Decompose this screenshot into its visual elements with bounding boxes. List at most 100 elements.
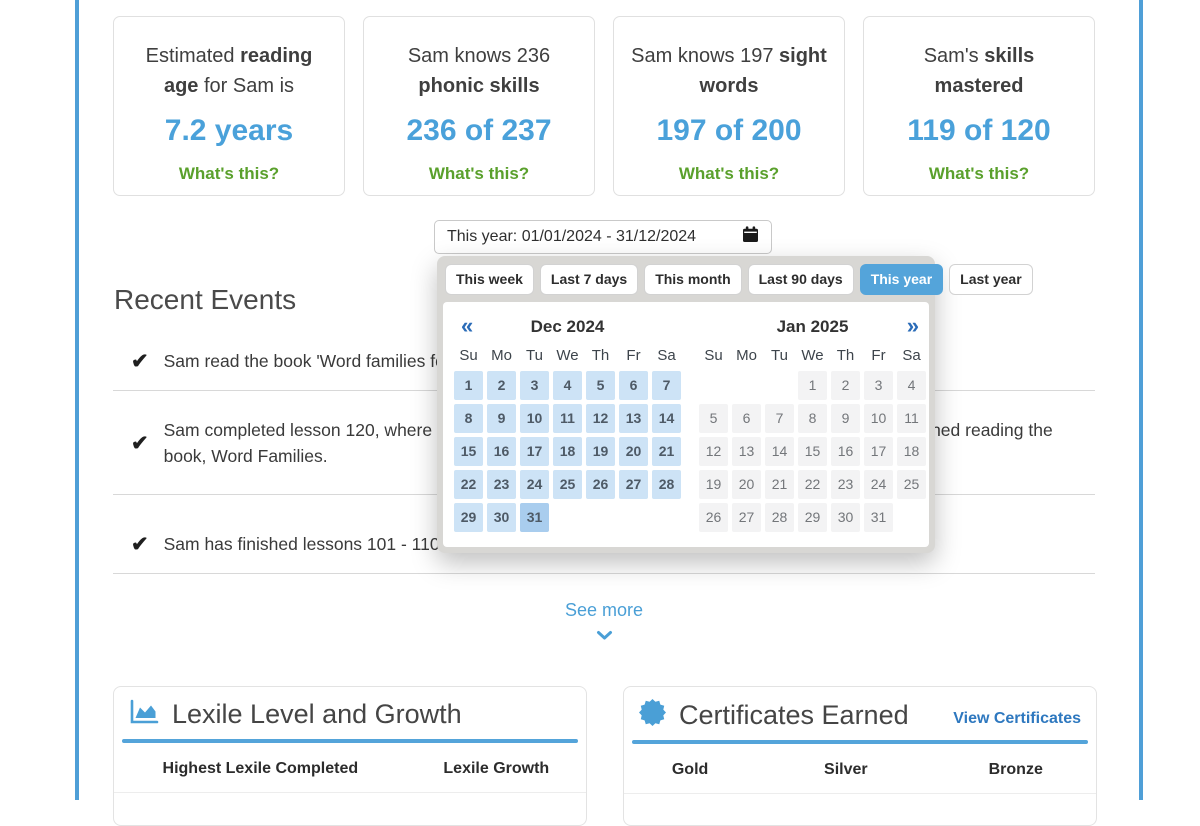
day-cell[interactable]: 15 xyxy=(798,437,827,466)
day-cell[interactable]: 10 xyxy=(520,404,549,433)
calendar-month-jan-2025: Jan 2025» Su Mo Tu We Th Fr Sa 1 2 3 4 5 6 7 8 9 10 11 12 13… xyxy=(697,312,928,532)
day-cell[interactable]: 20 xyxy=(732,470,761,499)
day-cell[interactable]: 20 xyxy=(619,437,648,466)
day-cell[interactable]: 24 xyxy=(864,470,893,499)
lexile-card-header: Lexile Level and Growth xyxy=(114,687,586,739)
day-cell[interactable]: 7 xyxy=(765,404,794,433)
day-cell[interactable]: 4 xyxy=(553,371,582,400)
day-cell[interactable]: 8 xyxy=(798,404,827,433)
day-cell[interactable]: 18 xyxy=(897,437,926,466)
day-cell[interactable]: 8 xyxy=(454,404,483,433)
whats-this-link[interactable]: What's this? xyxy=(428,164,530,183)
day-cell[interactable]: 16 xyxy=(487,437,516,466)
stat-card-phonic-skills: Sam knows 236 phonic skills 236 of 237 W… xyxy=(363,16,595,196)
day-cell[interactable]: 27 xyxy=(732,503,761,532)
day-cell[interactable]: 1 xyxy=(798,371,827,400)
divider-rule xyxy=(632,740,1088,744)
day-cell[interactable]: 11 xyxy=(553,404,582,433)
day-cell[interactable]: 26 xyxy=(699,503,728,532)
chevron-down-icon[interactable] xyxy=(113,628,1095,646)
day-cell[interactable]: 12 xyxy=(586,404,615,433)
month-title: Jan 2025 xyxy=(776,317,849,336)
day-cell[interactable]: 14 xyxy=(765,437,794,466)
calendar-icon[interactable] xyxy=(742,226,759,248)
preset-last-7-days[interactable]: Last 7 days xyxy=(539,264,639,295)
day-cell[interactable]: 14 xyxy=(652,404,681,433)
day-cell[interactable]: 2 xyxy=(487,371,516,400)
day-cell[interactable]: 4 xyxy=(897,371,926,400)
day-cell[interactable]: 22 xyxy=(798,470,827,499)
date-range-value: This year: 01/01/2024 - 31/12/2024 xyxy=(447,228,697,245)
day-cell[interactable]: 23 xyxy=(831,470,860,499)
see-more-link[interactable]: See more xyxy=(564,600,644,620)
day-cell[interactable]: 3 xyxy=(864,371,893,400)
day-cell[interactable]: 17 xyxy=(520,437,549,466)
date-range-input[interactable]: This year: 01/01/2024 - 31/12/2024 xyxy=(434,220,772,254)
stat-title: Sam knows 236 phonic skills xyxy=(407,45,551,97)
weekday-label: Sa xyxy=(902,347,921,364)
day-cell[interactable]: 30 xyxy=(487,503,516,532)
preset-this-year[interactable]: This year xyxy=(859,264,944,295)
day-cell[interactable]: 6 xyxy=(619,371,648,400)
weekday-label: Fr xyxy=(871,347,886,364)
day-cell[interactable]: 23 xyxy=(487,470,516,499)
preset-this-month[interactable]: This month xyxy=(644,264,742,295)
preset-last-90-days[interactable]: Last 90 days xyxy=(747,264,854,295)
day-cell[interactable]: 1 xyxy=(454,371,483,400)
stat-card-skills-mastered: Sam's skills mastered 119 of 120 What's … xyxy=(863,16,1095,196)
weekday-label: Su xyxy=(704,347,723,364)
day-cell[interactable]: 24 xyxy=(520,470,549,499)
day-cell[interactable]: 30 xyxy=(831,503,860,532)
page-border-right xyxy=(1139,0,1143,800)
stats-row: Estimated reading age for Sam is 7.2 yea… xyxy=(113,16,1095,196)
area-chart-icon xyxy=(129,699,159,730)
day-cell[interactable]: 21 xyxy=(652,437,681,466)
next-month-icon[interactable]: » xyxy=(906,313,919,338)
day-cell[interactable]: 25 xyxy=(897,470,926,499)
day-cell[interactable]: 28 xyxy=(765,503,794,532)
day-cell[interactable]: 5 xyxy=(699,404,728,433)
day-cell[interactable]: 25 xyxy=(553,470,582,499)
event-row: ✔ Sam has finished lessons 101 - 110. xyxy=(113,495,1095,574)
day-cell[interactable]: 18 xyxy=(553,437,582,466)
preset-this-week[interactable]: This week xyxy=(445,264,534,295)
day-cell[interactable]: 29 xyxy=(454,503,483,532)
day-cell[interactable]: 9 xyxy=(831,404,860,433)
day-cell[interactable]: 10 xyxy=(864,404,893,433)
weekday-label: Su xyxy=(459,347,478,364)
view-certificates-link[interactable]: View Certificates xyxy=(953,710,1081,727)
day-cell[interactable]: 26 xyxy=(586,470,615,499)
day-grid: 1 2 3 4 5 6 7 8 9 10 11 12 13 14 15 16 17 18 19 20 21 22 23 24 2… xyxy=(452,371,683,532)
day-cell[interactable]: 11 xyxy=(897,404,926,433)
day-cell[interactable]: 31 xyxy=(864,503,893,532)
day-cell[interactable]: 9 xyxy=(487,404,516,433)
day-cell[interactable]: 16 xyxy=(831,437,860,466)
day-cell[interactable]: 12 xyxy=(699,437,728,466)
day-cell[interactable]: 13 xyxy=(732,437,761,466)
stat-title: Sam's skills mastered xyxy=(923,45,1035,97)
blank-cell xyxy=(699,371,728,400)
day-cell[interactable]: 15 xyxy=(454,437,483,466)
stat-value: 236 of 237 xyxy=(406,114,552,147)
preset-last-year[interactable]: Last year xyxy=(949,264,1033,295)
day-cell[interactable]: 2 xyxy=(831,371,860,400)
whats-this-link[interactable]: What's this? xyxy=(678,164,780,183)
day-cell[interactable]: 19 xyxy=(699,470,728,499)
whats-this-link[interactable]: What's this? xyxy=(178,164,280,183)
day-cell[interactable]: 13 xyxy=(619,404,648,433)
day-cell[interactable]: 17 xyxy=(864,437,893,466)
day-cell[interactable]: 5 xyxy=(586,371,615,400)
stat-card-reading-age: Estimated reading age for Sam is 7.2 yea… xyxy=(113,16,345,196)
day-cell[interactable]: 21 xyxy=(765,470,794,499)
day-cell[interactable]: 28 xyxy=(652,470,681,499)
day-cell[interactable]: 3 xyxy=(520,371,549,400)
day-cell[interactable]: 7 xyxy=(652,371,681,400)
day-cell[interactable]: 19 xyxy=(586,437,615,466)
day-cell[interactable]: 6 xyxy=(732,404,761,433)
day-cell[interactable]: 27 xyxy=(619,470,648,499)
day-cell[interactable]: 22 xyxy=(454,470,483,499)
day-cell[interactable]: 31 xyxy=(520,503,549,532)
prev-month-icon[interactable]: « xyxy=(461,313,474,338)
day-cell[interactable]: 29 xyxy=(798,503,827,532)
whats-this-link[interactable]: What's this? xyxy=(928,164,1030,183)
